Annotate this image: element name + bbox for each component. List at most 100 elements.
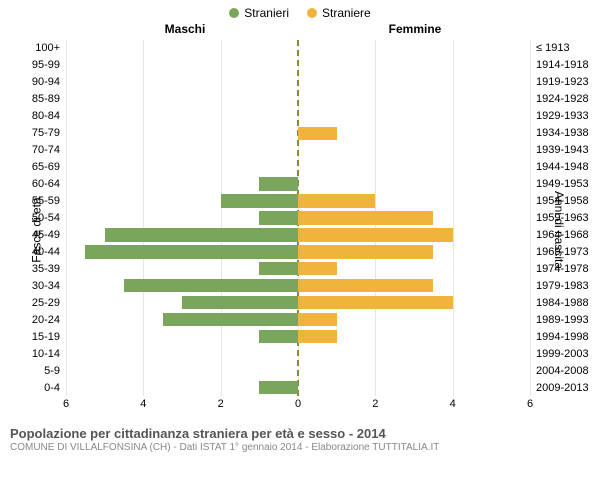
female-half	[298, 328, 530, 345]
male-half	[66, 277, 298, 294]
male-half	[66, 226, 298, 243]
age-label: 95-99	[32, 59, 66, 71]
age-row: 35-391974-1978	[66, 260, 530, 277]
female-half	[298, 108, 530, 125]
bar-male	[221, 194, 298, 207]
male-half	[66, 91, 298, 108]
birth-year-label: 2004-2008	[530, 365, 589, 377]
bar-male	[124, 279, 298, 292]
age-row: 15-191994-1998	[66, 328, 530, 345]
bar-female	[298, 127, 337, 140]
age-label: 0-4	[44, 382, 66, 394]
birth-year-label: 1974-1978	[530, 263, 589, 275]
female-half	[298, 176, 530, 193]
age-row: 95-991914-1918	[66, 57, 530, 74]
age-row: 50-541959-1963	[66, 210, 530, 227]
age-label: 20-24	[32, 314, 66, 326]
male-half	[66, 74, 298, 91]
bar-male	[259, 177, 298, 190]
birth-year-label: 1924-1928	[530, 93, 589, 105]
age-label: 50-54	[32, 212, 66, 224]
legend-swatch-male	[229, 8, 239, 18]
bar-female	[298, 296, 453, 309]
female-half	[298, 362, 530, 379]
chart-title: Popolazione per cittadinanza straniera p…	[10, 426, 590, 441]
female-half	[298, 40, 530, 57]
male-half	[66, 108, 298, 125]
female-half	[298, 57, 530, 74]
plot-area: 100+≤ 191395-991914-191890-941919-192385…	[66, 40, 530, 396]
age-row: 25-291984-1988	[66, 294, 530, 311]
age-row: 100+≤ 1913	[66, 40, 530, 57]
age-row: 65-691944-1948	[66, 159, 530, 176]
male-half	[66, 210, 298, 227]
female-half	[298, 311, 530, 328]
rows-container: 100+≤ 191395-991914-191890-941919-192385…	[66, 40, 530, 396]
bar-female	[298, 245, 433, 258]
female-half	[298, 294, 530, 311]
female-half	[298, 243, 530, 260]
bar-male	[259, 330, 298, 343]
male-half	[66, 125, 298, 142]
male-half	[66, 176, 298, 193]
x-tick-label: 6	[63, 398, 69, 410]
female-half	[298, 260, 530, 277]
birth-year-label: 1959-1963	[530, 212, 589, 224]
bar-male	[259, 262, 298, 275]
birth-year-label: 1969-1973	[530, 246, 589, 258]
legend-item-male: Stranieri	[229, 6, 289, 20]
legend-label-male: Stranieri	[244, 6, 289, 20]
birth-year-label: ≤ 1913	[530, 42, 570, 54]
female-half	[298, 142, 530, 159]
chart-subtitle: COMUNE DI VILLALFONSINA (CH) - Dati ISTA…	[10, 442, 590, 453]
birth-year-label: 1939-1943	[530, 144, 589, 156]
male-half	[66, 142, 298, 159]
age-label: 85-89	[32, 93, 66, 105]
age-row: 30-341979-1983	[66, 277, 530, 294]
age-label: 30-34	[32, 280, 66, 292]
birth-year-label: 1989-1993	[530, 314, 589, 326]
female-half	[298, 226, 530, 243]
column-header-female: Femmine	[300, 22, 530, 36]
legend-swatch-female	[307, 8, 317, 18]
male-half	[66, 57, 298, 74]
bar-female	[298, 262, 337, 275]
age-row: 60-641949-1953	[66, 176, 530, 193]
birth-year-label: 1914-1918	[530, 59, 589, 71]
bar-male	[163, 313, 298, 326]
bar-female	[298, 330, 337, 343]
age-row: 90-941919-1923	[66, 74, 530, 91]
age-row: 70-741939-1943	[66, 142, 530, 159]
male-half	[66, 328, 298, 345]
female-half	[298, 379, 530, 396]
x-tick-label: 4	[450, 398, 456, 410]
age-row: 5-92004-2008	[66, 362, 530, 379]
age-label: 45-49	[32, 229, 66, 241]
female-half	[298, 193, 530, 210]
x-tick-label: 2	[372, 398, 378, 410]
female-half	[298, 210, 530, 227]
age-label: 80-84	[32, 110, 66, 122]
bar-female	[298, 279, 433, 292]
legend: Stranieri Straniere	[0, 0, 600, 22]
chart-footer: Popolazione per cittadinanza straniera p…	[0, 420, 600, 453]
age-label: 60-64	[32, 178, 66, 190]
x-tick-label: 4	[140, 398, 146, 410]
female-half	[298, 159, 530, 176]
age-label: 10-14	[32, 348, 66, 360]
column-headers: Maschi Femmine	[0, 22, 600, 40]
age-label: 40-44	[32, 246, 66, 258]
age-row: 45-491964-1968	[66, 226, 530, 243]
age-label: 15-19	[32, 331, 66, 343]
legend-item-female: Straniere	[307, 6, 371, 20]
age-label: 75-79	[32, 127, 66, 139]
male-half	[66, 193, 298, 210]
x-tick-label: 0	[295, 398, 301, 410]
bar-female	[298, 194, 375, 207]
birth-year-label: 1964-1968	[530, 229, 589, 241]
column-header-male: Maschi	[70, 22, 300, 36]
birth-year-label: 1934-1938	[530, 127, 589, 139]
birth-year-label: 1984-1988	[530, 297, 589, 309]
age-label: 55-59	[32, 195, 66, 207]
legend-label-female: Straniere	[322, 6, 371, 20]
